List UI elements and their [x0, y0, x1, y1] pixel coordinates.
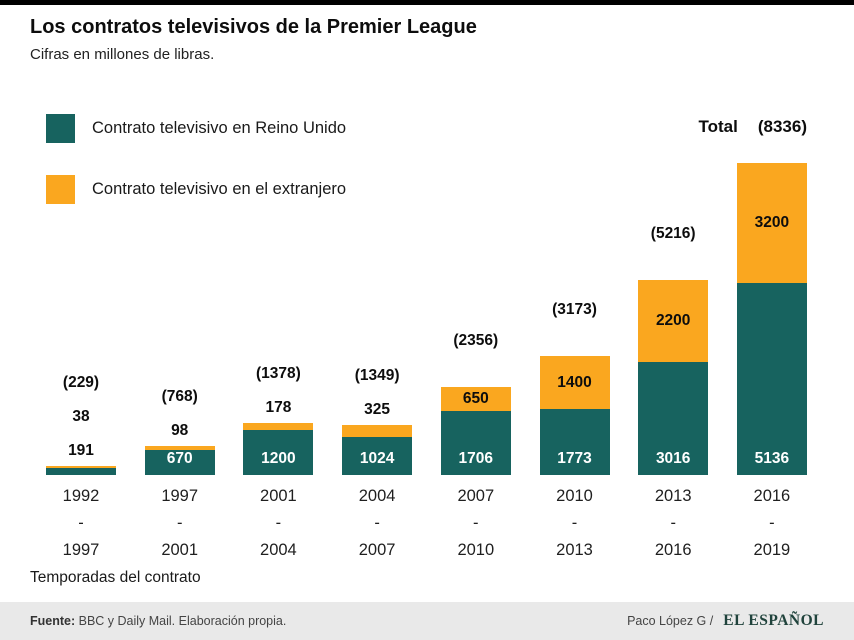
credit-text: Paco López G / — [627, 614, 714, 628]
x-axis-label: 2004 - 2007 — [358, 487, 396, 559]
credit-line: Paco López G / EL ESPAÑOL — [627, 612, 824, 630]
bar-uk-segment — [144, 449, 215, 475]
bar-foreign-value: 38 — [72, 408, 90, 426]
bar-foreign-value: 1400 — [557, 373, 592, 391]
x-axis-label: 2010 - 2013 — [556, 487, 593, 559]
x-axis-label: 2013 - 2016 — [654, 487, 692, 559]
bar-uk-segment — [736, 282, 807, 475]
bar-foreign-value: 3200 — [754, 214, 790, 232]
total-header: Total (8336) — [699, 117, 808, 137]
bar-uk-segment — [46, 467, 116, 475]
bar-foreign-value: 178 — [265, 399, 292, 417]
bar-uk-segment — [440, 411, 511, 475]
page-subtitle: Cifras en millones de libras. — [30, 46, 215, 63]
legend-label-foreign: Contrato televisivo en el extranjero — [92, 180, 347, 198]
legend: Contrato televisivo en Reino Unido Contr… — [46, 114, 346, 236]
bar-foreign-value: 650 — [462, 390, 489, 408]
x-axis-title: Temporadas del contrato — [30, 569, 201, 586]
bar-foreign-value: 2200 — [655, 312, 691, 330]
bar-uk-segment — [342, 436, 413, 475]
bar-uk-value: 1706 — [458, 450, 494, 467]
bar-uk-value: 670 — [166, 450, 193, 467]
x-axis-label: 2001 - 2004 — [260, 487, 297, 559]
bar-uk-segment — [539, 408, 610, 475]
bar-total-value: (2356) — [453, 331, 499, 349]
bar-foreign-segment — [736, 162, 807, 283]
bar-total-value: (5216) — [650, 224, 696, 242]
source-label: Fuente: — [30, 614, 76, 628]
bar-uk-segment — [638, 362, 709, 475]
bar-foreign-segment — [440, 386, 511, 412]
x-axis-label: 1992 - 1997 — [62, 487, 100, 559]
legend-swatch-uk — [46, 114, 75, 143]
bar-foreign-segment — [539, 356, 610, 409]
bar-uk-segment — [243, 430, 314, 475]
x-axis-label: 1997 - 2001 — [161, 487, 199, 559]
bar-foreign-segment — [243, 423, 314, 431]
bar-uk-value: 1200 — [261, 450, 296, 467]
legend-item-foreign: Contrato televisivo en el extranjero — [46, 175, 346, 204]
legend-swatch-foreign — [46, 175, 75, 204]
legend-label-uk: Contrato televisivo en Reino Unido — [92, 119, 347, 137]
footer: Fuente: BBC y Daily Mail. Elaboración pr… — [0, 602, 854, 640]
bar-total-value: (768) — [161, 388, 198, 406]
page-title: Los contratos televisivos de la Premier … — [30, 16, 477, 38]
legend-item-uk: Contrato televisivo en Reino Unido — [46, 114, 346, 143]
bar-uk-value: 1773 — [557, 450, 592, 467]
bar-total-value: (1378) — [255, 365, 301, 383]
bar-foreign-value: 325 — [364, 400, 391, 418]
top-accent-bar — [0, 0, 854, 5]
total-label: Total — [698, 117, 738, 136]
bar-uk-value: 191 — [68, 442, 94, 460]
bar-total-value: (1349) — [354, 366, 400, 384]
x-axis-label: 2007 - 2010 — [457, 487, 495, 559]
total-value: (8336) — [757, 117, 807, 136]
bar-uk-value: 3016 — [655, 450, 691, 467]
bar-total-value: (3173) — [552, 301, 597, 319]
bar-foreign-segment — [638, 279, 709, 363]
bar-uk-value: 1024 — [359, 450, 395, 467]
brand-logo: EL ESPAÑOL — [723, 612, 824, 629]
bar-uk-value: 5136 — [754, 450, 790, 467]
x-axis-label: 2016 - 2019 — [753, 487, 791, 559]
source-text: BBC y Daily Mail. Elaboración propia. — [75, 614, 287, 628]
bar-foreign-value: 98 — [171, 422, 189, 440]
bar-foreign-segment — [46, 466, 116, 468]
bar-total-value: (229) — [62, 374, 100, 392]
bar-foreign-segment — [144, 446, 215, 450]
source-line: Fuente: BBC y Daily Mail. Elaboración pr… — [30, 614, 286, 628]
bar-foreign-segment — [342, 424, 413, 437]
